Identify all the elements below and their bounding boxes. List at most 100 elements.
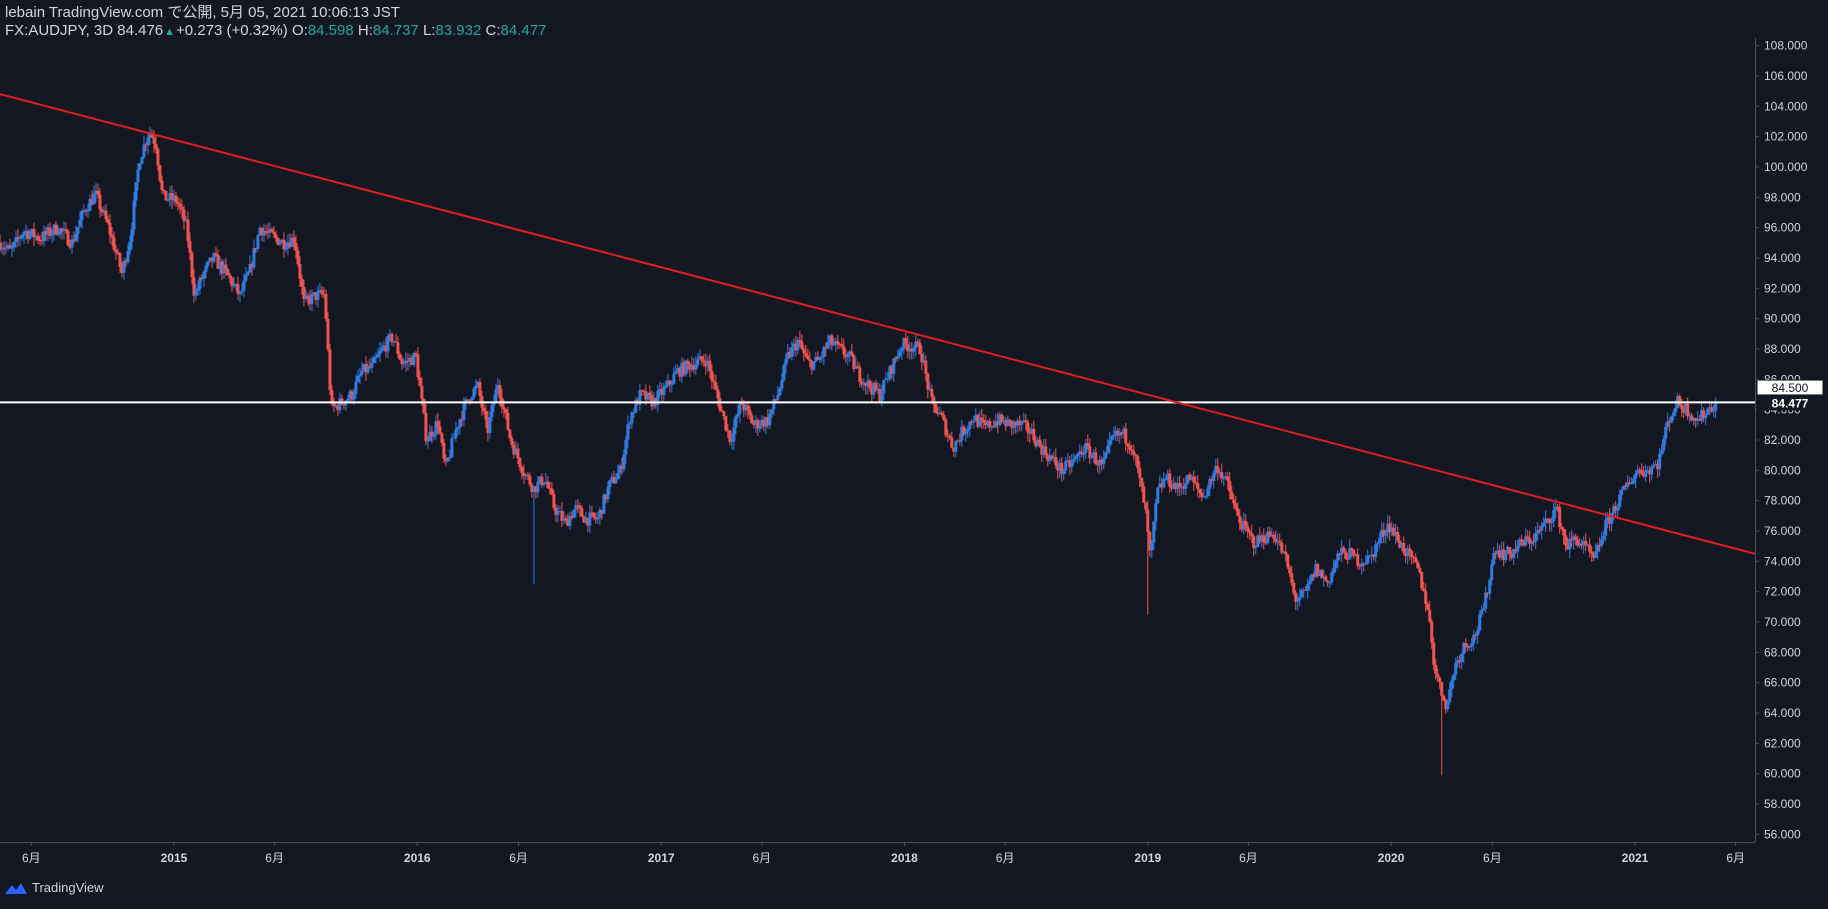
candle-body bbox=[128, 241, 132, 251]
candle-body bbox=[1056, 465, 1060, 471]
candle-body bbox=[1468, 646, 1472, 648]
candle-body bbox=[1480, 610, 1484, 615]
candle-body bbox=[1254, 547, 1258, 549]
candle-body bbox=[1272, 534, 1276, 539]
candle-body bbox=[436, 421, 440, 427]
candle-body bbox=[814, 356, 818, 362]
candle-body bbox=[1584, 541, 1588, 546]
candle-body bbox=[604, 494, 608, 500]
candle-body bbox=[1650, 467, 1654, 475]
candle-body bbox=[354, 381, 358, 395]
candle-body bbox=[1512, 549, 1516, 558]
candle-body bbox=[1538, 530, 1542, 532]
candle-body bbox=[170, 193, 174, 201]
candle-body bbox=[618, 465, 622, 474]
candle-body bbox=[1338, 553, 1342, 555]
candle-body bbox=[1700, 410, 1704, 421]
candle-body bbox=[1000, 414, 1004, 423]
candle-body bbox=[92, 193, 96, 205]
candle-body bbox=[338, 398, 342, 411]
candle-body bbox=[30, 228, 34, 234]
candle-body bbox=[1032, 428, 1036, 441]
candle-body bbox=[900, 348, 904, 352]
candle-body bbox=[218, 261, 222, 269]
candle-body bbox=[408, 357, 412, 362]
candle-body bbox=[316, 291, 320, 300]
low-label: L: bbox=[422, 22, 436, 39]
candle-body bbox=[410, 357, 414, 365]
candle-body bbox=[1430, 621, 1434, 643]
candle-body bbox=[702, 360, 706, 363]
candle-body bbox=[854, 366, 858, 369]
candle-body bbox=[1602, 535, 1606, 540]
candle-body bbox=[204, 265, 208, 272]
candle-body bbox=[322, 293, 326, 295]
candle-body bbox=[990, 426, 994, 428]
candle-body bbox=[494, 389, 498, 402]
candle-body bbox=[1582, 541, 1586, 546]
candle-body bbox=[676, 368, 680, 372]
candle-body bbox=[256, 235, 260, 249]
candle-body bbox=[380, 347, 384, 351]
candle-body bbox=[1422, 588, 1426, 591]
candle-body bbox=[1192, 476, 1196, 483]
candle-body bbox=[1694, 417, 1698, 421]
candle-body bbox=[254, 248, 258, 250]
candle-body bbox=[458, 419, 462, 428]
candle-body bbox=[590, 512, 594, 514]
candle-body bbox=[1116, 430, 1120, 436]
candle-body bbox=[120, 267, 124, 273]
candle-body bbox=[1524, 536, 1528, 546]
candle-body bbox=[1674, 407, 1678, 413]
y-tick-label: 102.000 bbox=[1764, 130, 1808, 144]
candle-body bbox=[172, 195, 176, 201]
candle-body bbox=[1706, 408, 1710, 415]
candle-body bbox=[1648, 470, 1652, 475]
candle-body bbox=[282, 239, 286, 250]
candle-body bbox=[774, 399, 778, 401]
candle-body bbox=[74, 233, 78, 242]
candle-body bbox=[482, 407, 486, 412]
candle-body bbox=[1520, 539, 1524, 542]
candle-body bbox=[402, 363, 406, 365]
candle-body bbox=[1484, 592, 1488, 609]
candle-body bbox=[998, 414, 1002, 425]
x-tick-label: 2020 bbox=[1378, 851, 1405, 865]
candle-body bbox=[884, 378, 888, 381]
candle-body bbox=[60, 228, 64, 232]
candle-body bbox=[1504, 553, 1508, 560]
candle-body bbox=[620, 465, 624, 470]
candle-body bbox=[1596, 544, 1600, 552]
candle-body bbox=[1008, 419, 1012, 421]
candle-body bbox=[610, 476, 614, 480]
candle-body bbox=[466, 399, 470, 401]
candle-body bbox=[1378, 537, 1382, 544]
candle-body bbox=[1178, 482, 1182, 488]
candle-body bbox=[1086, 443, 1090, 446]
candle-body bbox=[1230, 491, 1234, 500]
candle-body bbox=[358, 374, 362, 376]
candle-body bbox=[1638, 469, 1642, 471]
candle-body bbox=[896, 356, 900, 359]
candle-body bbox=[1296, 599, 1300, 602]
candle-body bbox=[164, 190, 168, 201]
candle-body bbox=[1096, 464, 1100, 466]
candle-body bbox=[582, 516, 586, 523]
candle-body bbox=[1112, 434, 1116, 437]
candle-body bbox=[840, 344, 844, 347]
candle-body bbox=[806, 355, 810, 360]
candle-body bbox=[922, 360, 926, 363]
x-tick-label: 6月 bbox=[22, 851, 41, 865]
candle-body bbox=[1474, 634, 1478, 636]
candle-body bbox=[26, 231, 30, 239]
candle-body bbox=[570, 516, 574, 519]
candle-body bbox=[638, 390, 642, 405]
candle-body bbox=[1024, 420, 1028, 423]
candle-body bbox=[1060, 462, 1064, 474]
candle-body bbox=[1282, 551, 1286, 553]
candle-body bbox=[1406, 548, 1410, 557]
candle-body bbox=[1356, 554, 1360, 566]
candle-body bbox=[762, 419, 766, 427]
candle-body bbox=[228, 275, 232, 279]
